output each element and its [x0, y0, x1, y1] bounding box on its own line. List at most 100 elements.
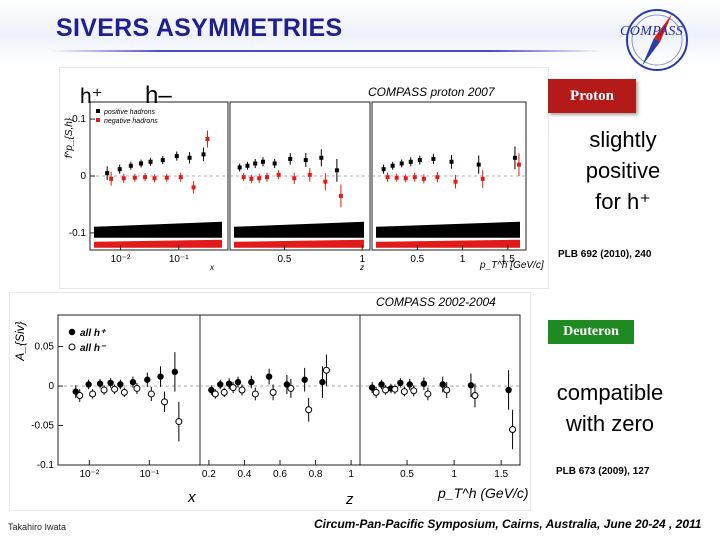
proton-note-line: for h⁺	[595, 189, 651, 214]
legend-marker-positive	[68, 328, 76, 336]
y-tick-label: 0.1	[72, 114, 86, 125]
systematic-band-positive	[94, 221, 222, 238]
deuteron-note: compatible with zero	[548, 377, 672, 439]
data-point-positive	[201, 152, 206, 157]
deuteron-chart: 10⁻² 10⁻¹ 0.2 0.4 0.6 0.8 1 0.5 1 1.5 0.05 0 -0.05 -0…	[13, 295, 529, 508]
data-point-negative	[400, 388, 408, 396]
data-point-positive	[148, 159, 153, 164]
data-point-negative	[191, 185, 196, 190]
deuteron-figure: 10⁻² 10⁻¹ 0.2 0.4 0.6 0.8 1 0.5 1 1.5 0.05 0 -0.05 -0…	[10, 293, 530, 510]
logo-text: COMPASS	[620, 24, 684, 39]
data-point-positive	[129, 378, 137, 386]
author: Takahiro Iwata	[8, 522, 67, 532]
data-point-negative	[322, 366, 330, 374]
data-point-negative	[178, 175, 183, 180]
y-tick-label: -0.1	[69, 228, 87, 239]
data-point-negative	[249, 176, 254, 181]
label-h-plus: h⁺	[80, 85, 103, 108]
data-point-positive	[303, 158, 308, 163]
data-point-positive	[397, 379, 404, 387]
y-tick-label: -0.1	[37, 460, 55, 471]
data-point-negative	[394, 175, 399, 180]
data-point-positive	[272, 161, 277, 166]
data-point-positive	[107, 379, 114, 387]
data-point-positive	[187, 155, 192, 160]
data-point-negative	[435, 175, 440, 180]
data-point-positive	[439, 381, 446, 388]
data-point-negative	[412, 175, 417, 180]
data-point-positive	[288, 156, 293, 161]
data-point-positive	[85, 381, 92, 388]
deuteron-tag: Deuteron	[548, 320, 634, 344]
legend-label-positive: positive hadrons	[103, 109, 155, 116]
data-point-negative	[251, 390, 259, 398]
data-point-negative	[269, 388, 277, 396]
data-point-positive	[128, 163, 133, 168]
data-point-negative	[338, 193, 343, 198]
data-point-negative	[147, 390, 155, 398]
x-tick-label: 0.2	[202, 469, 216, 480]
data-point-negative	[109, 176, 114, 181]
data-point-positive	[399, 161, 404, 166]
data-point-positive	[253, 161, 258, 166]
header-band	[0, 0, 720, 64]
x-tick-label: 0.8	[309, 469, 323, 480]
systematic-band-negative	[94, 239, 222, 248]
data-point-positive	[96, 380, 104, 387]
data-point-positive	[174, 154, 179, 159]
data-point-negative	[307, 172, 312, 177]
y-tick-label: -0.05	[31, 421, 54, 432]
y-tick-label: 0	[48, 381, 54, 392]
data-point-positive	[139, 161, 144, 166]
y-axis-label: f^p_{S,h}	[64, 117, 75, 158]
data-point-positive	[217, 381, 224, 388]
x-tick-label: 1.5	[494, 469, 508, 480]
data-point-positive	[390, 163, 395, 168]
data-point-negative	[161, 398, 169, 406]
proton-chart: 10⁻² 10⁻¹ 0.5 1 0.5 1 1.5 0.1 0 -0.1 f^p_{S,h} posi…	[64, 101, 544, 272]
data-point-positive	[319, 155, 324, 160]
data-point-negative	[509, 425, 517, 433]
data-point-negative	[100, 386, 108, 394]
x-tick-label: 10⁻¹	[139, 469, 159, 480]
x-tick-label: 0.5	[410, 254, 424, 265]
chart-title: COMPASS 2002-2004	[376, 295, 496, 309]
data-point-negative	[220, 388, 228, 396]
data-point-negative	[471, 392, 479, 400]
data-point-positive	[378, 381, 385, 388]
data-point-negative	[516, 162, 521, 167]
x-tick-label: 1	[348, 469, 354, 480]
data-point-negative	[382, 386, 390, 394]
x-tick-label: 0.5	[400, 469, 414, 480]
x-axis-label: z	[345, 491, 354, 508]
data-point-positive	[301, 376, 308, 383]
subplot-frame	[359, 314, 521, 466]
x-tick-label: 0.4	[237, 469, 251, 480]
data-point-positive	[334, 168, 339, 173]
data-point-negative	[120, 388, 128, 396]
y-tick-label: 0	[80, 171, 86, 182]
compass-logo	[626, 9, 688, 71]
data-point-positive	[117, 381, 124, 388]
data-point-negative	[410, 387, 418, 395]
data-point-positive	[420, 380, 428, 387]
data-point-negative	[421, 176, 426, 181]
proton-note-line: positive	[585, 158, 661, 183]
data-point-negative	[164, 175, 169, 180]
x-tick-label: 1	[359, 254, 365, 265]
proton-note-line: slightly	[589, 127, 657, 152]
data-point-positive	[319, 378, 326, 386]
data-point-negative	[287, 384, 295, 392]
data-point-negative	[443, 386, 451, 394]
data-point-negative	[89, 390, 97, 398]
data-point-negative	[76, 392, 84, 400]
data-point-negative	[229, 384, 237, 392]
data-point-negative	[133, 384, 141, 392]
x-tick-label: 0.5	[277, 254, 291, 265]
proton-caption: COMPASS proton 2007	[368, 85, 495, 99]
x-axis-label: p_T^h (GeV/c)	[437, 485, 529, 501]
data-point-positive	[265, 373, 273, 380]
label-h-minus: h–	[145, 82, 172, 109]
legend-marker-positive	[96, 109, 100, 113]
proton-reference: PLB 692 (2010), 240	[558, 249, 652, 260]
